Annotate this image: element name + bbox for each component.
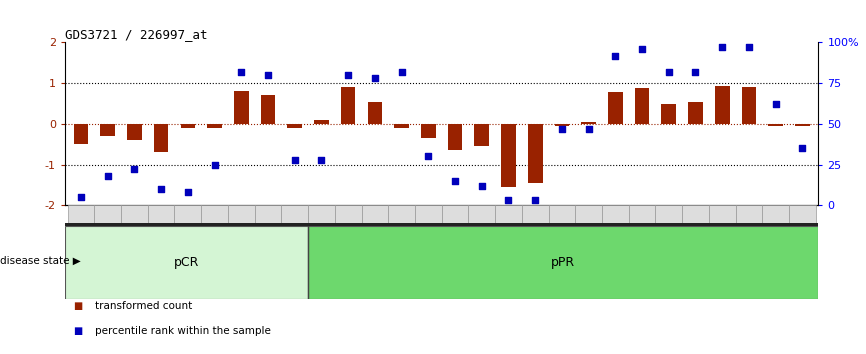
FancyBboxPatch shape xyxy=(442,205,469,223)
Text: pPR: pPR xyxy=(551,256,575,269)
Bar xyxy=(421,124,436,138)
Bar xyxy=(394,124,409,128)
FancyBboxPatch shape xyxy=(255,205,281,223)
FancyBboxPatch shape xyxy=(281,205,308,223)
Text: ■: ■ xyxy=(74,326,83,336)
Bar xyxy=(448,124,462,150)
Point xyxy=(74,194,88,200)
Bar xyxy=(795,124,810,126)
FancyBboxPatch shape xyxy=(228,205,255,223)
Point xyxy=(662,69,675,75)
Point xyxy=(501,198,515,203)
Bar xyxy=(608,92,623,124)
Bar xyxy=(768,124,783,126)
Bar xyxy=(154,124,169,152)
Bar xyxy=(688,102,703,124)
Point xyxy=(314,157,328,162)
FancyBboxPatch shape xyxy=(629,205,656,223)
Bar xyxy=(475,124,489,146)
Text: disease state ▶: disease state ▶ xyxy=(0,256,81,266)
Bar xyxy=(501,124,516,187)
Point xyxy=(528,198,542,203)
FancyBboxPatch shape xyxy=(682,205,709,223)
FancyBboxPatch shape xyxy=(94,205,121,223)
Point xyxy=(127,167,141,172)
Text: percentile rank within the sample: percentile rank within the sample xyxy=(95,326,271,336)
Point xyxy=(261,72,275,78)
Bar xyxy=(288,124,302,128)
Bar xyxy=(180,124,195,128)
Bar xyxy=(714,86,729,124)
Bar xyxy=(367,102,382,124)
Bar xyxy=(581,122,596,124)
Point xyxy=(769,102,783,107)
FancyBboxPatch shape xyxy=(415,205,442,223)
Point xyxy=(208,162,222,167)
FancyBboxPatch shape xyxy=(789,205,816,223)
FancyBboxPatch shape xyxy=(308,226,818,299)
Bar xyxy=(314,120,329,124)
Bar xyxy=(74,124,88,144)
Bar xyxy=(662,104,676,124)
Bar xyxy=(261,95,275,124)
FancyBboxPatch shape xyxy=(174,205,201,223)
Bar xyxy=(554,124,569,126)
Point xyxy=(688,69,702,75)
Point xyxy=(609,53,623,58)
Bar xyxy=(100,124,115,136)
Point xyxy=(235,69,249,75)
Point xyxy=(635,46,649,52)
FancyBboxPatch shape xyxy=(762,205,789,223)
Point xyxy=(341,72,355,78)
FancyBboxPatch shape xyxy=(709,205,735,223)
FancyBboxPatch shape xyxy=(495,205,522,223)
Point xyxy=(100,173,114,179)
Text: transformed count: transformed count xyxy=(95,301,192,311)
FancyBboxPatch shape xyxy=(65,223,818,226)
Point xyxy=(288,157,301,162)
FancyBboxPatch shape xyxy=(735,205,762,223)
FancyBboxPatch shape xyxy=(308,205,335,223)
Point xyxy=(475,183,488,189)
Bar xyxy=(341,87,356,124)
Bar xyxy=(127,124,142,140)
FancyBboxPatch shape xyxy=(68,205,94,223)
Text: pCR: pCR xyxy=(174,256,199,269)
Point xyxy=(795,145,809,151)
Point xyxy=(742,45,756,50)
FancyBboxPatch shape xyxy=(469,205,495,223)
Bar xyxy=(527,124,542,183)
Bar xyxy=(234,91,249,124)
FancyBboxPatch shape xyxy=(65,226,308,299)
FancyBboxPatch shape xyxy=(335,205,361,223)
FancyBboxPatch shape xyxy=(201,205,228,223)
Point xyxy=(395,69,409,75)
FancyBboxPatch shape xyxy=(656,205,682,223)
Point xyxy=(368,75,382,81)
Point xyxy=(555,126,569,132)
FancyBboxPatch shape xyxy=(548,205,575,223)
Bar xyxy=(635,88,650,124)
FancyBboxPatch shape xyxy=(522,205,548,223)
Point xyxy=(582,126,596,132)
FancyBboxPatch shape xyxy=(388,205,415,223)
Bar xyxy=(741,87,756,124)
Text: ■: ■ xyxy=(74,301,83,311)
Bar xyxy=(207,124,222,128)
FancyBboxPatch shape xyxy=(575,205,602,223)
Point xyxy=(181,189,195,195)
Point xyxy=(715,45,729,50)
FancyBboxPatch shape xyxy=(148,205,174,223)
Text: GDS3721 / 226997_at: GDS3721 / 226997_at xyxy=(65,28,208,41)
FancyBboxPatch shape xyxy=(602,205,629,223)
FancyBboxPatch shape xyxy=(361,205,388,223)
Point xyxy=(422,154,436,159)
Point xyxy=(448,178,462,184)
Point xyxy=(154,186,168,192)
FancyBboxPatch shape xyxy=(121,205,148,223)
